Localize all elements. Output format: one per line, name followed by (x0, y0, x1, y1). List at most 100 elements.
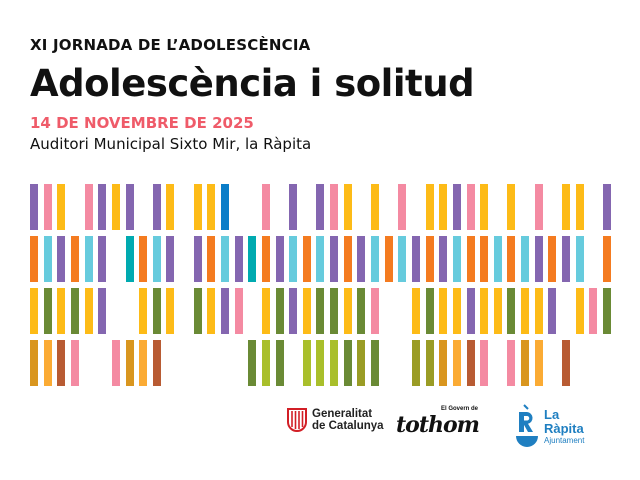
decorative-bar (357, 236, 366, 282)
tothom-wordmark: tothom (396, 412, 480, 438)
decorative-bar (452, 340, 461, 386)
decorative-bar (248, 340, 257, 386)
page-title: Adolescència i solitud (30, 62, 475, 105)
decorative-bar (98, 236, 107, 282)
decorative-bar (602, 288, 611, 334)
decorative-bar (221, 236, 229, 282)
decorative-bar (316, 340, 325, 386)
decorative-bar (221, 184, 229, 230)
decorative-bar (139, 340, 148, 386)
decorative-bar (575, 236, 584, 282)
decorative-bar (411, 288, 420, 334)
decorative-bar (534, 340, 543, 386)
decorative-bar (289, 288, 298, 334)
decorative-bar (343, 340, 352, 386)
decorative-bar (589, 288, 598, 334)
decorative-bar (507, 340, 516, 386)
decorative-bar (84, 236, 93, 282)
decorative-bar (480, 184, 489, 230)
decorative-bar (70, 236, 79, 282)
decorative-bar (207, 236, 216, 282)
decorative-bar (302, 288, 311, 334)
decorative-bar (425, 236, 434, 282)
decorative-bar (466, 340, 475, 386)
rapita-line2: Ràpita (544, 421, 584, 436)
decorative-bar (439, 288, 448, 334)
decorative-bar (452, 184, 461, 230)
decorative-bar (43, 288, 52, 334)
decorative-bar (398, 184, 407, 230)
decorative-bar (193, 288, 202, 334)
decorative-bar (330, 340, 339, 386)
decorative-bar (275, 236, 284, 282)
decorative-bar (152, 288, 161, 334)
decorative-bar (193, 236, 202, 282)
govern-de-tothom-logo: El Govern de tothom (396, 406, 480, 438)
decorative-bar (57, 184, 66, 230)
decorative-bar (575, 184, 584, 230)
decorative-bar (261, 340, 270, 386)
decorative-bar (521, 288, 529, 334)
decorative-bar (371, 236, 379, 282)
decorative-bar (330, 288, 339, 334)
decorative-bar (289, 184, 298, 230)
decorative-bar (302, 236, 311, 282)
decorative-bar (57, 288, 66, 334)
decorative-bar (98, 184, 107, 230)
la-rapita-logo: La Ràpita Ajuntament (516, 404, 584, 450)
decorative-bar (111, 184, 120, 230)
decorative-bar (439, 340, 448, 386)
decorative-bar (357, 288, 366, 334)
decorative-bar (521, 340, 529, 386)
decorative-bar (398, 236, 407, 282)
decorative-bar (275, 340, 284, 386)
decorative-bar (316, 236, 325, 282)
decorative-bar (534, 236, 543, 282)
decorative-bar (234, 236, 243, 282)
generalitat-line1: Generalitat (312, 408, 373, 420)
decorative-bar (248, 236, 257, 282)
decorative-bar (125, 236, 134, 282)
rapita-line3: Ajuntament (544, 436, 585, 445)
decorative-bar (466, 288, 475, 334)
decorative-bar (207, 184, 216, 230)
decorative-bar (30, 184, 38, 230)
decorative-bar (166, 288, 175, 334)
decorative-bar (452, 236, 461, 282)
decorative-bar (316, 184, 325, 230)
decorative-bar (166, 236, 175, 282)
decorative-bar (466, 184, 475, 230)
decorative-bar (439, 236, 448, 282)
event-supertitle: XI JORNADA DE L’ADOLESCÈNCIA (30, 36, 311, 54)
event-date: 14 DE NOVEMBRE DE 2025 (30, 114, 254, 132)
generalitat-logo: Generalitat de Catalunya (287, 408, 384, 432)
decorative-bar (602, 184, 611, 230)
decorative-bar (302, 340, 311, 386)
decorative-bar (316, 288, 325, 334)
decorative-bar (84, 288, 93, 334)
decorative-bar (357, 340, 366, 386)
decorative-bar (98, 288, 107, 334)
decorative-bar (507, 236, 516, 282)
decorative-bar (193, 184, 202, 230)
decorative-bar (384, 236, 393, 282)
decorative-bar (152, 236, 161, 282)
senyera-shield-icon (287, 408, 307, 432)
event-venue: Auditori Municipal Sixto Mir, la Ràpita (30, 135, 312, 153)
decorative-bar (166, 184, 175, 230)
rapita-bowl-icon (516, 404, 538, 447)
decorative-bar (562, 184, 570, 230)
decorative-bar (371, 288, 379, 334)
decorative-bar (70, 288, 79, 334)
decorative-bar (425, 288, 434, 334)
decorative-bar (507, 288, 516, 334)
decorative-bar (480, 236, 489, 282)
decorative-bar (30, 340, 38, 386)
decorative-bar (261, 236, 270, 282)
decorative-bar (534, 184, 543, 230)
decorative-bar (125, 184, 134, 230)
decorative-bar (425, 340, 434, 386)
decorative-bar (275, 288, 284, 334)
decorative-bar (343, 236, 352, 282)
decorative-bar (343, 288, 352, 334)
